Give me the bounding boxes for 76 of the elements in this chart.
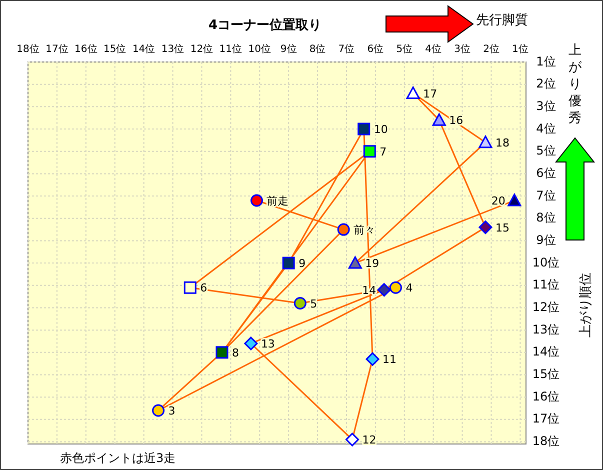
point [358,122,370,136]
y-tick-label: 3位 [536,98,556,113]
x-tick-label: 13位 [161,43,184,55]
point [363,145,376,158]
series-label: 10 [374,123,388,136]
x-tick-label: 18位 [16,43,40,55]
x-tick-label: 15位 [103,43,126,55]
point [348,256,362,269]
y-tick-label: 18位 [532,434,560,448]
x-tick-label: 5位 [396,43,413,55]
point [282,256,295,270]
point [184,281,196,294]
x-tick-label: 9位 [280,43,297,55]
series-label: 前走 [266,194,289,208]
series-label: 4 [406,282,413,295]
y-tick-label: 1位 [536,54,556,68]
y-axis-title: 上がり順位 [578,272,594,338]
point [508,194,522,206]
series-label: 7 [380,145,387,158]
y-tick-label: 7位 [536,188,556,202]
x-tick-label: 2位 [483,43,500,55]
y-tick-label: 12位 [532,300,560,314]
y-tick-label: 17位 [532,412,560,426]
y-tick-label: 11位 [532,278,560,292]
series-label: 12 [362,434,376,447]
series-label: 18 [495,136,510,150]
y-tick-label: 8位 [536,210,556,225]
point [478,220,492,234]
point [432,113,446,126]
y-tick-label: 16位 [532,389,560,404]
y-tick-label: 10位 [532,255,560,270]
y-tick-label: 14位 [532,344,560,359]
x-tick-label: 17位 [46,43,68,55]
point [216,346,228,359]
series-label: 17 [423,87,438,100]
x-tick-label: 6位 [367,43,384,55]
text: 赤色ポイントは近3走 [60,451,176,465]
point [152,404,165,417]
series-label: 15 [495,221,510,234]
x-tick-label: 3位 [454,43,470,55]
point [244,336,258,350]
series-label: 13 [260,337,275,350]
y-tick-label: 2位 [536,76,556,91]
series-label: 20 [491,194,506,208]
y-tick-label: 6位 [536,166,556,180]
x-tick-label: 8位 [309,43,326,55]
x-tick-label: 16位 [74,43,98,55]
y-tick-label: 15位 [532,367,560,382]
series-label: 8 [232,346,239,360]
x-tick-label: 7位 [338,43,355,55]
y-tick-label: 13位 [532,322,560,336]
x-tick-label: 10位 [248,43,271,55]
series-label: 5 [310,297,318,310]
text: 先行脚質 [476,13,528,28]
point [346,432,360,446]
y-tick-label: 4位 [536,121,556,136]
point [337,223,350,236]
point [406,86,420,100]
series-label: 11 [382,353,397,366]
x-tick-label: 4位 [425,43,442,55]
y-tick-label: 5位 [536,144,556,158]
x-tick-label: 1位 [512,43,528,55]
point [250,194,263,207]
point [389,281,402,294]
point [478,136,492,148]
text: 上がり優秀 [568,43,582,126]
x-tick-label: 12位 [190,43,214,55]
series-label: 3 [168,404,176,418]
x-axis-title: 4コーナー位置取り [208,18,322,33]
x-tick-label: 14位 [132,43,156,55]
y-tick-label: 9位 [536,232,556,247]
point [377,283,391,297]
point [366,352,380,366]
series-label: 9 [298,257,306,270]
point [294,297,306,310]
x-tick-label: 11位 [219,43,242,55]
